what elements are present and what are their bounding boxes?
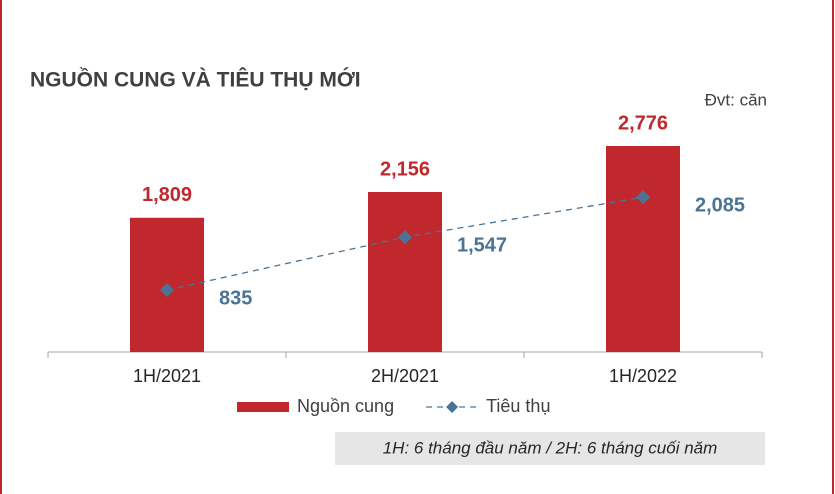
line-value-label: 2,085 <box>695 195 745 217</box>
x-tick-label: 1H/2022 <box>609 366 677 386</box>
legend-swatch <box>237 402 289 412</box>
unit-note: Đvt: căn <box>705 90 767 109</box>
legend-marker <box>446 401 459 413</box>
x-tick-label: 2H/2021 <box>371 366 439 386</box>
marker <box>398 230 412 245</box>
bar <box>368 192 442 352</box>
line-value-label: 835 <box>219 287 252 309</box>
chart-title: NGUỒN CUNG VÀ TIÊU THỤ MỚI <box>30 68 361 92</box>
bar <box>606 146 680 352</box>
x-tick-label: 1H/2021 <box>133 366 201 386</box>
bar-value-label: 2,776 <box>618 112 668 134</box>
legend-label: Tiêu thụ <box>486 396 550 416</box>
marker <box>160 283 174 298</box>
marker <box>636 190 650 205</box>
legend-label: Nguồn cung <box>297 396 394 416</box>
footnote: 1H: 6 tháng đầu năm / 2H: 6 tháng cuối n… <box>383 438 718 457</box>
footnote-box <box>335 432 765 465</box>
line-value-label: 1,547 <box>457 234 507 256</box>
bar-value-label: 1,809 <box>142 184 192 206</box>
bar-value-label: 2,156 <box>380 158 430 180</box>
